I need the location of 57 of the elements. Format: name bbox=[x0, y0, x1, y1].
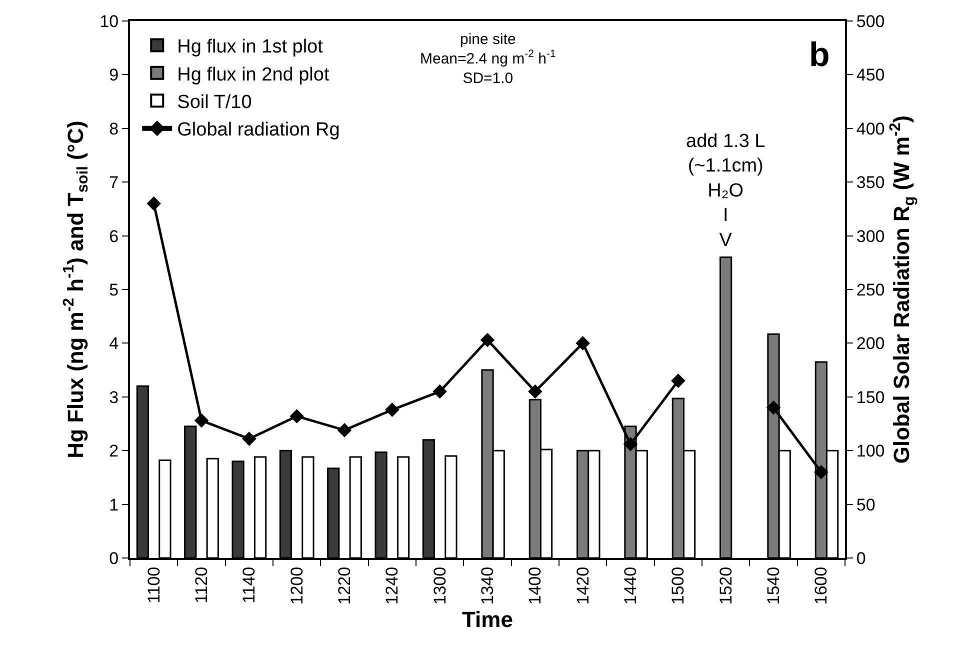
legend-label: Soil T/10 bbox=[177, 92, 252, 114]
x-tick-label: 1240 bbox=[382, 566, 402, 605]
y2-tick-label: 450 bbox=[856, 66, 885, 85]
y-tick-label: 8 bbox=[109, 119, 119, 138]
y2-tick-label: 150 bbox=[856, 388, 885, 407]
y-tick-label: 6 bbox=[109, 226, 119, 246]
point bbox=[671, 374, 686, 388]
y-tick-label: 5 bbox=[109, 280, 119, 300]
y-tick-label: 4 bbox=[109, 334, 119, 354]
x-tick-label: 1440 bbox=[621, 566, 640, 605]
y-tick-label: 9 bbox=[109, 66, 119, 85]
y-tick-label: 1 bbox=[109, 495, 119, 514]
x-tick-label: 1140 bbox=[240, 566, 259, 604]
legend-label: Hg flux in 2nd plot bbox=[177, 64, 330, 86]
x-tick-label: 1300 bbox=[430, 566, 450, 605]
y-tick-label: 0 bbox=[109, 548, 119, 568]
legend-label: Hg flux in 1st plot bbox=[177, 36, 324, 58]
x-tick-label: 1540 bbox=[764, 566, 784, 605]
x-tick-label: 1400 bbox=[526, 566, 545, 605]
point bbox=[290, 409, 304, 424]
y2-tick-label: 0 bbox=[856, 548, 866, 568]
point bbox=[480, 332, 495, 348]
y-tick-label: 10 bbox=[100, 12, 119, 31]
y2-tick-label: 500 bbox=[856, 12, 885, 31]
y2-tick-label: 250 bbox=[856, 280, 885, 300]
y2-tick-label: 200 bbox=[856, 334, 885, 354]
point bbox=[242, 432, 256, 446]
x-tick-label: 1340 bbox=[478, 566, 498, 605]
annotation: add 1.3 L (~1.1cm) H₂O I V bbox=[686, 131, 766, 251]
y2-tick-label: 400 bbox=[856, 119, 885, 138]
y-tick-label: 3 bbox=[109, 388, 119, 407]
point bbox=[194, 413, 209, 428]
x-tick-label: 1600 bbox=[812, 566, 831, 605]
x-tick-label: 1420 bbox=[573, 566, 592, 605]
point bbox=[528, 384, 542, 399]
y2-tick-label: 350 bbox=[856, 173, 885, 192]
x-tick-label: 1200 bbox=[287, 566, 306, 605]
point bbox=[576, 336, 590, 350]
point bbox=[432, 384, 447, 399]
x-tick-label: 1120 bbox=[192, 566, 212, 604]
x-axis-title: Time bbox=[462, 607, 513, 632]
y-tick-label: 2 bbox=[109, 442, 119, 461]
x-tick-label: 1100 bbox=[144, 566, 164, 604]
point bbox=[385, 402, 400, 417]
point bbox=[337, 423, 352, 438]
annotation: b bbox=[809, 36, 830, 74]
point bbox=[623, 437, 638, 452]
y-tick-label: 7 bbox=[109, 173, 119, 192]
y2-tick-label: 300 bbox=[856, 226, 885, 246]
x-tick-label: 1500 bbox=[668, 566, 688, 605]
y2-tick-label: 100 bbox=[856, 442, 885, 461]
text: pine site Mean=2.4 ng m$^{-2}$ h$^{-1}$ SD=1.0 bbox=[420, 31, 556, 87]
point bbox=[146, 196, 161, 211]
x-tick-label: 1520 bbox=[716, 566, 736, 605]
legend-label: Global radiation Rg bbox=[177, 120, 340, 141]
y2-tick-label: 50 bbox=[856, 495, 876, 514]
x-tick-label: 1220 bbox=[335, 566, 354, 605]
